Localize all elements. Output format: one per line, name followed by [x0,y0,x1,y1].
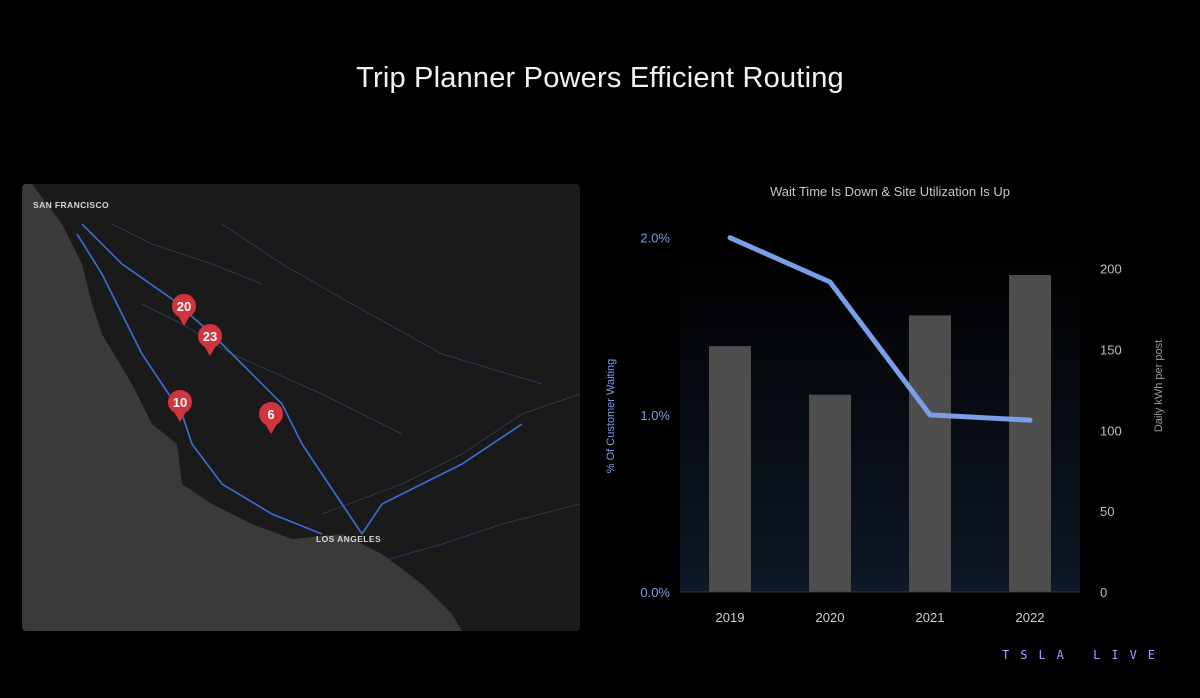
line-customer-waiting [727,235,1033,423]
bar-2019 [709,346,751,592]
y-left-tick-1: 1.0% [640,408,670,423]
chart-title: Wait Time Is Down & Site Utilization Is … [769,184,1011,199]
map-pin-6[interactable]: 6 [267,407,274,422]
y-axis-right-label: Daily kWh per post [1153,340,1165,432]
x-tick-2022: 2022 [1016,610,1045,625]
y-left-tick-0: 0.0% [640,585,670,600]
route-east [361,423,523,535]
x-tick-2021: 2021 [916,610,945,625]
bar-2022 [1009,274,1051,592]
y-right-tick-0: 0 [1100,585,1107,600]
x-tick-2020: 2020 [816,610,845,625]
y-right-tick-2: 100 [1100,423,1122,438]
map-pin-20[interactable]: 20 [177,299,191,314]
x-tick-2019: 2019 [716,610,745,625]
route-map[interactable]: 20 23 10 6 SAN FRANCISCO LOS ANGELES [22,184,580,631]
bar-2020 [809,394,851,592]
y-right-tick-1: 50 [1100,504,1114,519]
y-right-tick-3: 150 [1100,342,1122,357]
page-title: Trip Planner Powers Efficient Routing [356,62,844,94]
combo-chart: 0.0% 1.0% 2.0% 0 50 100 150 200 2019 2020 2021 20… [605,231,1165,625]
y-axis-left-label: % Of Customer Waiting [605,359,617,474]
city-label-san-francisco: SAN FRANCISCO [33,200,110,210]
brand-logo-text: TSLA LIVE [1002,648,1167,662]
y-right-tick-4: 200 [1100,262,1122,277]
land [32,184,580,631]
map-pin-10[interactable]: 10 [173,395,187,410]
bar-2021 [909,315,951,592]
map-pin-23[interactable]: 23 [203,329,217,344]
map-canvas: 20 23 10 6 [22,184,580,631]
ocean [22,184,462,631]
y-left-tick-2: 2.0% [640,231,670,246]
route-i5 [81,223,363,535]
city-label-los-angeles: LOS ANGELES [316,534,382,544]
pin-group [168,294,283,434]
